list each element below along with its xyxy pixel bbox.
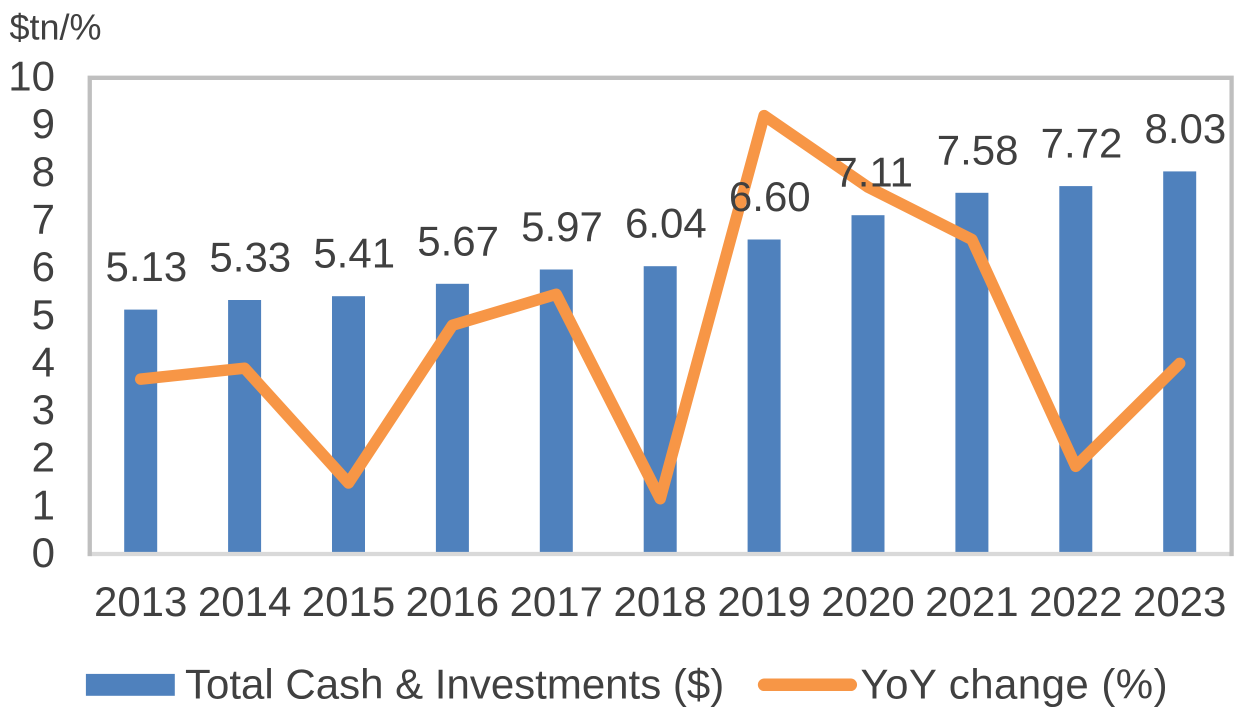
svg-text:7.58: 7.58 <box>937 126 1019 173</box>
svg-text:2017: 2017 <box>510 578 603 625</box>
svg-text:5.97: 5.97 <box>521 203 603 250</box>
svg-text:YoY change (%): YoY change (%) <box>861 661 1169 708</box>
svg-text:2020: 2020 <box>821 578 914 625</box>
svg-text:0: 0 <box>32 529 55 576</box>
svg-text:2016: 2016 <box>406 578 499 625</box>
svg-text:9: 9 <box>32 100 55 147</box>
svg-text:6.04: 6.04 <box>625 200 707 247</box>
svg-text:2022: 2022 <box>1029 578 1122 625</box>
svg-text:3: 3 <box>32 386 55 433</box>
svg-text:5.67: 5.67 <box>417 217 499 264</box>
svg-text:7.72: 7.72 <box>1041 120 1123 167</box>
svg-text:2019: 2019 <box>717 578 810 625</box>
svg-text:4: 4 <box>32 338 55 385</box>
svg-text:1: 1 <box>32 481 55 528</box>
svg-text:2015: 2015 <box>302 578 395 625</box>
svg-text:8: 8 <box>32 148 55 195</box>
svg-text:5: 5 <box>32 291 55 338</box>
svg-text:2013: 2013 <box>94 578 187 625</box>
svg-text:7: 7 <box>32 195 55 242</box>
svg-text:2018: 2018 <box>613 578 706 625</box>
svg-text:5.33: 5.33 <box>209 234 291 281</box>
svg-text:5.13: 5.13 <box>106 243 188 290</box>
svg-text:6: 6 <box>32 243 55 290</box>
svg-text:5.41: 5.41 <box>313 230 395 277</box>
svg-text:2: 2 <box>32 434 55 481</box>
svg-text:$tn/%: $tn/% <box>10 7 102 48</box>
svg-text:Total Cash & Investments ($): Total Cash & Investments ($) <box>185 661 724 708</box>
svg-text:2023: 2023 <box>1133 578 1226 625</box>
svg-text:10: 10 <box>8 53 55 100</box>
svg-text:2021: 2021 <box>925 578 1018 625</box>
svg-text:8.03: 8.03 <box>1145 105 1227 152</box>
svg-text:6.60: 6.60 <box>729 173 811 220</box>
svg-text:7.11: 7.11 <box>834 149 913 196</box>
svg-text:2014: 2014 <box>198 578 291 625</box>
